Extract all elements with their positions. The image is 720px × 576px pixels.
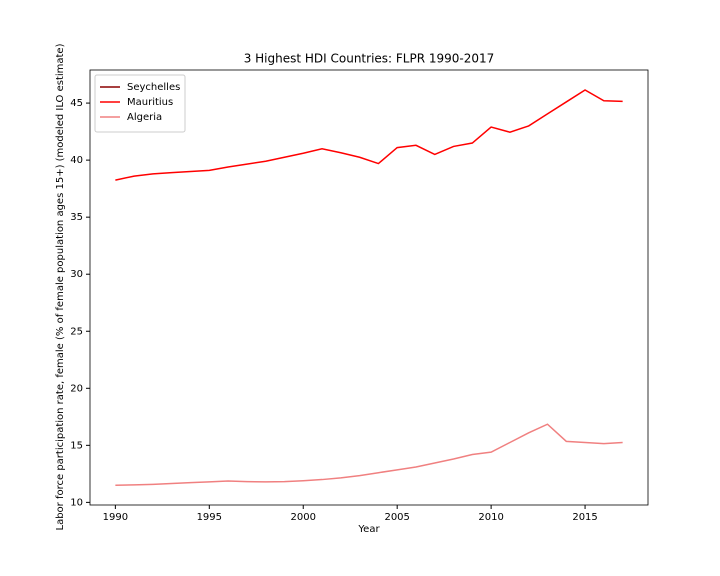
y-axis-label: Labor force participation rate, female (… [55, 43, 66, 530]
y-tick-label: 40 [70, 155, 83, 166]
x-axis-label: Year [357, 524, 380, 535]
x-tick-label: 2010 [478, 512, 503, 523]
x-tick-label: 2000 [291, 512, 316, 523]
y-tick-label: 15 [70, 440, 83, 451]
y-tick-label: 25 [70, 326, 83, 337]
x-tick-label: 1995 [197, 512, 222, 523]
plot-frame [89, 69, 649, 506]
legend-label: Seychelles [127, 82, 180, 93]
chart-title: 3 Highest HDI Countries: FLPR 1990-2017 [244, 52, 495, 66]
line-series [115, 423, 623, 487]
y-tick-label: 35 [70, 212, 83, 223]
x-tick-label: 1990 [103, 512, 128, 523]
x-tick-label: 2015 [572, 512, 597, 523]
x-tick-label: 2005 [384, 512, 409, 523]
y-tick-label: 30 [70, 269, 83, 280]
legend-label: Algeria [127, 112, 162, 123]
y-tick-label: 20 [70, 383, 83, 394]
legend-label: Mauritius [127, 97, 173, 108]
y-tick-label: 10 [70, 497, 83, 508]
line-series [115, 89, 623, 181]
y-tick-label: 45 [70, 98, 83, 109]
